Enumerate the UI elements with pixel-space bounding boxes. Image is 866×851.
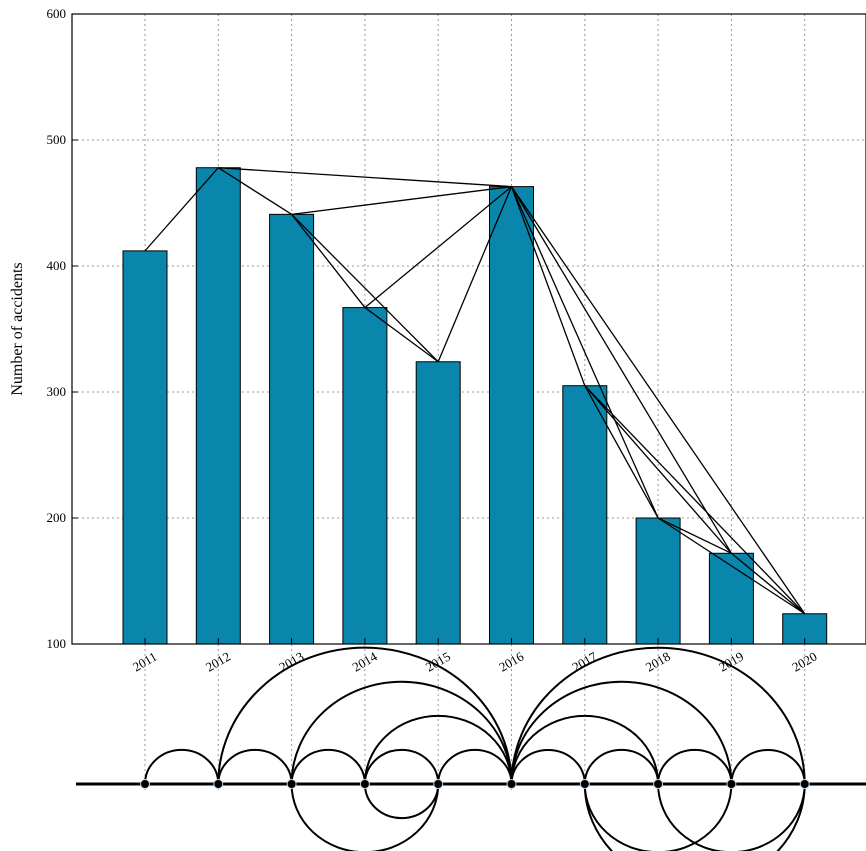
visibility-edge bbox=[730, 552, 806, 615]
arc-node-2014 bbox=[359, 779, 370, 789]
arc-above bbox=[290, 680, 513, 785]
arc-node-2015 bbox=[433, 779, 444, 789]
arc-above bbox=[510, 680, 733, 785]
arc-node-2017 bbox=[579, 779, 590, 789]
arc-above bbox=[437, 748, 513, 785]
visibility-edge bbox=[657, 517, 732, 554]
arc-above bbox=[510, 714, 660, 785]
y-axis-ticks: 100 200 300 400 500 600 bbox=[47, 6, 78, 651]
y-tick-label: 100 bbox=[47, 636, 67, 651]
bar-2014 bbox=[342, 307, 388, 645]
visibility-edge bbox=[291, 213, 439, 363]
arc-above bbox=[290, 748, 366, 785]
bar-2013 bbox=[269, 213, 315, 645]
arc-above bbox=[510, 646, 806, 785]
arc-node-2012 bbox=[213, 779, 224, 789]
visibility-edge bbox=[291, 185, 512, 215]
arc-node-2016 bbox=[506, 779, 517, 789]
arc-node-2011 bbox=[140, 779, 150, 789]
arc-above bbox=[363, 748, 440, 785]
arc-above bbox=[217, 646, 513, 785]
y-tick-label: 200 bbox=[47, 510, 67, 525]
visibility-edge bbox=[510, 186, 732, 554]
bar-2015 bbox=[415, 361, 461, 645]
arc-above bbox=[730, 748, 806, 785]
plot-frame bbox=[71, 13, 866, 645]
y-tick-label: 400 bbox=[47, 258, 67, 273]
bar-2017 bbox=[562, 385, 608, 645]
visibility-edge bbox=[437, 186, 513, 363]
visibility-edge bbox=[144, 167, 219, 252]
visibility-graph-edges bbox=[144, 167, 806, 615]
arc-below bbox=[657, 783, 806, 851]
visibility-edge bbox=[510, 186, 659, 519]
arc-node-2020 bbox=[799, 779, 810, 789]
bar-2018 bbox=[635, 517, 681, 645]
arc-above bbox=[657, 748, 733, 785]
visibility-edge bbox=[584, 385, 732, 554]
arc-node-2013 bbox=[286, 779, 297, 789]
arc-above bbox=[510, 748, 586, 785]
bar-2012 bbox=[195, 167, 241, 645]
arc-below bbox=[363, 783, 440, 820]
visibility-edge bbox=[218, 167, 512, 188]
visibility-edge bbox=[584, 385, 659, 519]
arc-above bbox=[144, 748, 220, 785]
visibility-edge bbox=[510, 186, 806, 615]
arc-below bbox=[583, 783, 733, 851]
y-axis-label: Number of accidents bbox=[9, 262, 26, 395]
bar-2011 bbox=[122, 250, 168, 645]
visibility-edge bbox=[510, 186, 586, 386]
bars bbox=[122, 167, 828, 645]
visibility-edge bbox=[584, 385, 806, 615]
y-tick-label: 300 bbox=[47, 384, 67, 399]
y-tick-label: 500 bbox=[47, 132, 67, 147]
grid-lines bbox=[72, 14, 866, 790]
visibility-edge bbox=[217, 167, 292, 215]
bar-2019 bbox=[708, 552, 754, 645]
arc-below bbox=[290, 783, 440, 851]
arc-diagram bbox=[76, 646, 866, 851]
arc-above bbox=[217, 748, 293, 785]
visibility-edge bbox=[291, 213, 366, 308]
bar-2016 bbox=[489, 186, 534, 645]
visibility-edge bbox=[364, 186, 512, 309]
visibility-edge bbox=[657, 517, 806, 615]
visibility-edge bbox=[364, 307, 439, 363]
arc-above bbox=[583, 748, 660, 785]
arc-node-2019 bbox=[726, 779, 737, 789]
arc-below bbox=[583, 783, 806, 851]
y-tick-label: 600 bbox=[47, 6, 67, 21]
arc-above bbox=[363, 714, 513, 785]
arc-node-2018 bbox=[653, 779, 664, 789]
